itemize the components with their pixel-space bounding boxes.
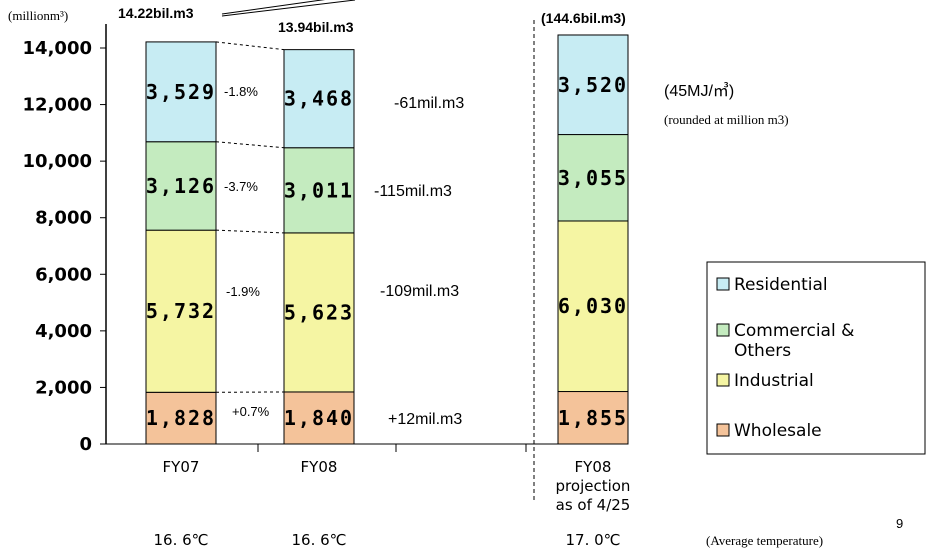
percent-change-label: -3.7% — [224, 179, 258, 194]
legend-swatch — [716, 373, 730, 387]
legend-box — [706, 261, 926, 455]
bar-segment-industrial — [557, 220, 629, 393]
change-connector-line — [215, 141, 285, 149]
bar-segment-value: 5,732 — [146, 299, 216, 323]
temperature-label: 16. 6℃ — [291, 531, 346, 549]
bar-segment-wholesale — [145, 391, 217, 445]
volume-change-label: -115mil.m3 — [374, 183, 452, 200]
total-leader-line — [221, 0, 356, 17]
temperature-label: 16. 6℃ — [153, 531, 208, 549]
bar-segment-value: 3,529 — [146, 80, 216, 104]
volume-change-label: -109mil.m3 — [380, 283, 459, 300]
bar-segment-value: 3,126 — [146, 174, 216, 198]
percent-change-label: -1.8% — [224, 84, 258, 99]
volume-change-label: -61mil.m3 — [394, 95, 464, 112]
legend-label: Industrial — [734, 371, 814, 391]
y-tick-label: 4,000 — [35, 321, 92, 342]
y-tick-label: 2,000 — [35, 377, 92, 398]
bar-segment-value: 3,468 — [284, 87, 354, 111]
y-tick-label: 0 — [79, 434, 92, 455]
y-unit-label: (millionm³) — [8, 8, 68, 23]
bar-segment-residential — [145, 41, 217, 143]
bar-segment-value: 6,030 — [558, 294, 628, 318]
stacked-bars: 1,828 5,732 3,126 3,529 1,840 5,623 3,011 3,468… — [145, 34, 629, 445]
x-category-label: FY08 projection as of 4/25 — [556, 458, 631, 514]
bar-segment-value: 3,055 — [558, 166, 628, 190]
y-tick-label: 12,000 — [23, 95, 92, 116]
bar-segment-commercial — [557, 134, 629, 222]
bar-total-label: 13.94bil.m3 — [278, 19, 354, 35]
percent-change-label: -1.9% — [226, 284, 260, 299]
bar-segment-residential — [557, 34, 629, 136]
legend-label: Wholesale — [734, 421, 822, 441]
legend-label: Residential — [734, 275, 828, 295]
volume-change-label: +12mil.m3 — [388, 411, 462, 428]
bar-segment-value: 3,520 — [558, 73, 628, 97]
bar-segment-commercial — [145, 141, 217, 231]
change-connector-line — [215, 229, 285, 234]
legend-swatch — [716, 423, 730, 437]
x-category-label: FY08 — [301, 458, 338, 476]
percent-change-label: +0.7% — [232, 404, 270, 419]
page-number: 9 — [896, 516, 903, 531]
temperature-caption: (Average temperature) — [706, 533, 823, 548]
rounding-note: (rounded at million m3) — [664, 112, 789, 127]
y-tick-label: 6,000 — [35, 264, 92, 285]
bar-segment-value: 1,828 — [146, 406, 216, 430]
calorie-note: (45MJ/㎥) — [664, 82, 734, 100]
temperature-label: 17. 0℃ — [565, 531, 620, 549]
legend: Residential Commercial & Others Industrial W… — [706, 261, 926, 455]
bar-segment-value: 1,840 — [284, 406, 354, 430]
bar-segment-value: 5,623 — [284, 300, 354, 324]
bar-segment-residential — [283, 49, 355, 149]
bar-segment-value: 3,011 — [284, 178, 354, 202]
bar-segment-value: 1,855 — [558, 406, 628, 430]
total-leader-line — [221, 0, 326, 15]
y-tick-label: 8,000 — [35, 208, 92, 229]
y-tick-label: 10,000 — [23, 151, 92, 172]
bar-total-label: (144.6bil.m3) — [541, 10, 626, 26]
bar-segment-wholesale — [283, 391, 355, 445]
bar-segment-commercial — [283, 147, 355, 234]
legend-swatch — [716, 323, 730, 337]
legend-label: Commercial & Others — [734, 321, 854, 361]
change-connector-line — [215, 41, 285, 51]
bar-total-label: 14.22bil.m3 — [118, 5, 194, 21]
y-tick-label: 14,000 — [23, 38, 92, 59]
legend-swatch — [716, 277, 730, 291]
x-category-label: FY07 — [163, 458, 200, 476]
bar-segment-wholesale — [557, 391, 629, 445]
bar-segment-industrial — [283, 232, 355, 393]
bar-segment-industrial — [145, 229, 217, 393]
annotations: 14.22bil.m3 13.94bil.m3 (144.6bil.m3) +0.7%… — [118, 0, 903, 549]
y-axis: 0 2,000 4,000 6,000 8,000 10,000 12,000 14,000 (… — [8, 8, 598, 500]
